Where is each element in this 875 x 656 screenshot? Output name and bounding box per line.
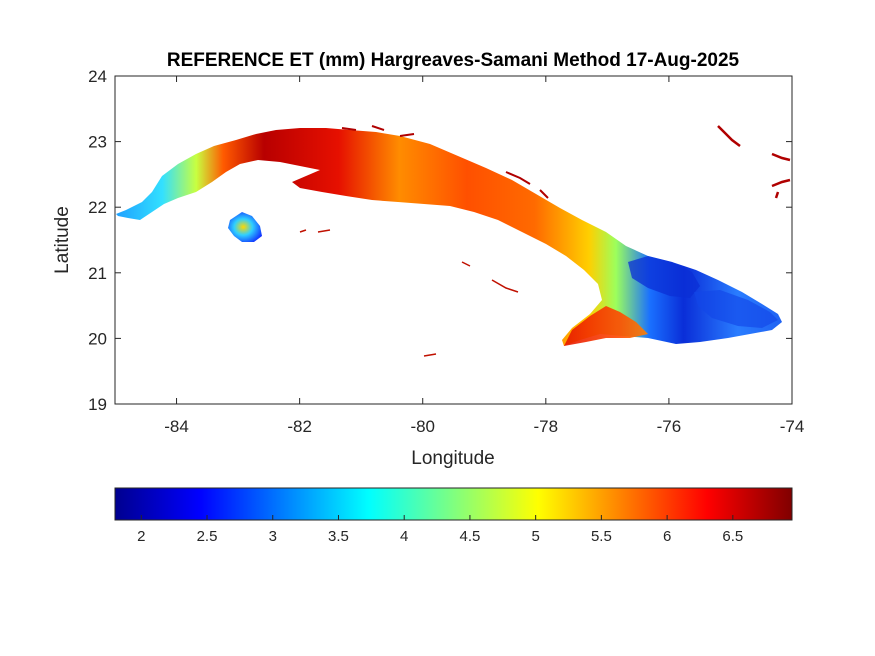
colorbar-tick-label: 4.5 [460, 528, 481, 545]
x-tick-label: -84 [164, 417, 189, 436]
y-tick-label: 22 [88, 198, 107, 217]
hispaniola-edge [717, 125, 791, 199]
colorbar-tick-label: 3.5 [328, 528, 349, 545]
y-axis-ticks: 19 20 21 22 23 24 [88, 67, 792, 414]
colorbar-tick-label: 6.5 [722, 528, 743, 545]
colorbar-tick-label: 2.5 [197, 528, 218, 545]
y-tick-label: 23 [88, 133, 107, 152]
northern-cays-1 [341, 125, 549, 199]
y-tick-label: 24 [88, 67, 107, 86]
x-axis-label: Longitude [411, 448, 494, 469]
colorbar-tick-label: 5 [531, 528, 539, 545]
isla-de-la-juventud [228, 212, 262, 242]
map-plot-area: -84 -82 -80 -78 -76 -74 19 20 21 22 23 24 [88, 67, 804, 436]
colorbar: 2 2.5 3 3.5 4 4.5 5 5.5 6 6.5 [114, 487, 793, 545]
colorbar-tick-label: 6 [663, 528, 671, 545]
colorbar-ticks: 2 2.5 3 3.5 4 4.5 5 5.5 6 6.5 [137, 515, 743, 545]
x-tick-label: -82 [287, 417, 312, 436]
southern-cays [299, 229, 519, 357]
y-tick-label: 21 [88, 264, 107, 283]
y-tick-label: 20 [88, 329, 107, 348]
cuba-heatmap [116, 125, 791, 357]
colorbar-tick-label: 2 [137, 528, 145, 545]
x-tick-label: -78 [534, 417, 559, 436]
colorbar-tick-label: 4 [400, 528, 408, 545]
eastern-cool-core-2 [694, 290, 778, 328]
cuba-main-island [116, 128, 782, 346]
colorbar-gradient [114, 487, 793, 521]
y-tick-label: 19 [88, 395, 107, 414]
map-title: REFERENCE ET (mm) Hargreaves-Samani Meth… [167, 50, 740, 71]
colorbar-tick-label: 3 [269, 528, 277, 545]
x-axis-ticks: -84 -82 -80 -78 -76 -74 [164, 76, 804, 436]
x-tick-label: -76 [657, 417, 682, 436]
cuba-southern-coast [564, 306, 648, 346]
y-axis-label: Latitude [52, 206, 73, 274]
colorbar-tick-label: 5.5 [591, 528, 612, 545]
x-tick-label: -80 [410, 417, 435, 436]
eastern-cool-core [628, 256, 700, 298]
x-tick-label: -74 [780, 417, 805, 436]
